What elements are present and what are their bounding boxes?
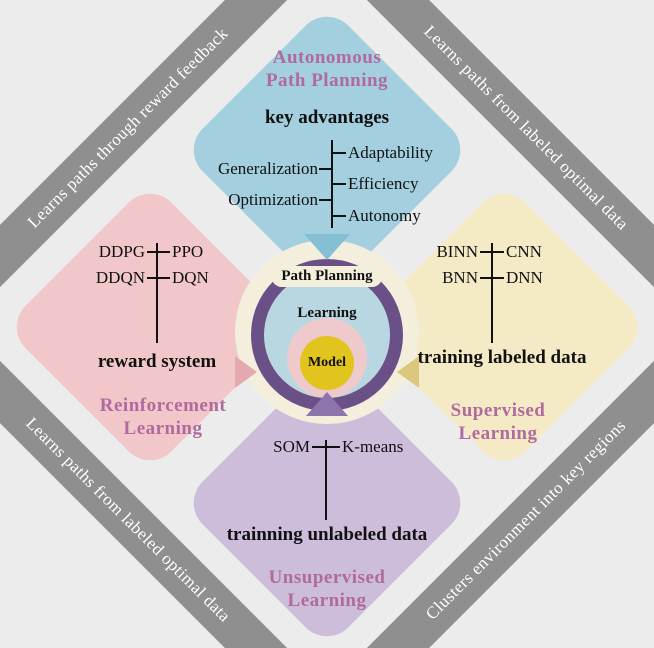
algo-cnn: CNN bbox=[506, 242, 542, 261]
advantage-optimization: Optimization bbox=[228, 190, 318, 209]
unsupervised-title-line1: Unsupervised bbox=[268, 567, 386, 588]
training-labeled-heading: training labeled data bbox=[417, 347, 587, 368]
supervised-spine-line bbox=[491, 243, 493, 343]
key-advantages-heading: key advantages bbox=[264, 107, 390, 128]
advantage-generalization: Generalization bbox=[217, 159, 318, 178]
algo-dnn: DNN bbox=[506, 268, 543, 287]
advantage-autonomy: Autonomy bbox=[348, 206, 421, 225]
reinforcement-title: Reinforcement Learning bbox=[100, 394, 226, 440]
advantages-spine-line bbox=[331, 140, 333, 228]
center-path-planning-label: Path Planning bbox=[271, 266, 383, 287]
center-learning-label: Learning bbox=[297, 305, 357, 321]
algo-kmeans: K-means bbox=[342, 437, 404, 456]
unsupervised-spine-line bbox=[325, 440, 327, 520]
reward-system-heading: reward system bbox=[97, 351, 217, 372]
advantage-adaptability: Adaptability bbox=[348, 143, 433, 162]
center-model-circle: Model bbox=[300, 336, 354, 390]
efficiency-connector-line bbox=[333, 183, 346, 185]
trainning-unlabeled-heading: trainning unlabeled data bbox=[226, 524, 428, 545]
autonomous-title-line1: Autonomous bbox=[272, 47, 382, 68]
adaptability-connector-line bbox=[333, 152, 346, 154]
algo-ddpg: DDPG bbox=[98, 242, 145, 261]
advantage-efficiency: Efficiency bbox=[348, 174, 419, 193]
optimization-connector-line bbox=[319, 199, 331, 201]
autonomous-title-line2: Path Planning bbox=[265, 70, 389, 91]
algo-dqn: DQN bbox=[172, 268, 209, 287]
generalization-connector-line bbox=[319, 168, 331, 170]
algo-ddqn: DDQN bbox=[95, 268, 145, 287]
reinforcement-title-line2: Learning bbox=[123, 418, 203, 439]
reinforcement-title-line1: Reinforcement bbox=[99, 395, 227, 416]
algo-som: SOM bbox=[273, 437, 310, 456]
reinforcement-spine-line bbox=[156, 243, 158, 343]
supervised-title-line2: Learning bbox=[458, 423, 538, 444]
algo-binn: BINN bbox=[436, 242, 478, 261]
pink-right-arrow-icon bbox=[235, 356, 257, 388]
autonomy-connector-line bbox=[333, 215, 346, 217]
purple-up-arrow-icon bbox=[306, 392, 348, 416]
autonomous-title: Autonomous Path Planning bbox=[266, 46, 388, 92]
blue-down-arrow-icon bbox=[304, 234, 350, 260]
unsupervised-title-line2: Learning bbox=[287, 590, 367, 611]
ddqn-dqn-connector-line bbox=[147, 277, 170, 279]
algo-ppo: PPO bbox=[172, 242, 204, 261]
ddpg-ppo-connector-line bbox=[147, 251, 170, 253]
unsupervised-title: Unsupervised Learning bbox=[269, 566, 386, 612]
supervised-title-line1: Supervised bbox=[450, 400, 546, 421]
center-model-label: Model bbox=[307, 355, 347, 370]
ribbon-top-left-text: Learns paths through reward feedback bbox=[23, 23, 232, 232]
supervised-title: Supervised Learning bbox=[451, 399, 546, 445]
yellow-left-arrow-icon bbox=[397, 356, 419, 388]
algo-bnn: BNN bbox=[442, 268, 478, 287]
